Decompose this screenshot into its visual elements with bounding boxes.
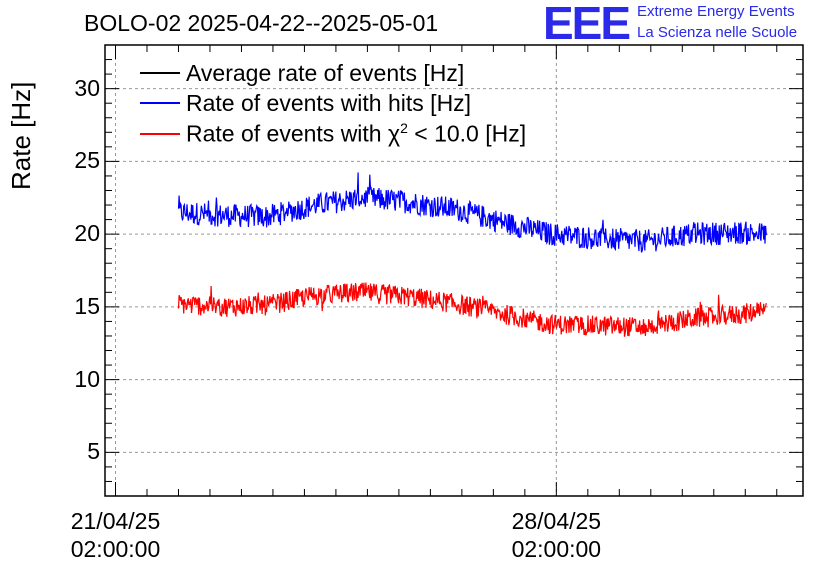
y-tick-label: 10 [74, 365, 100, 392]
legend-entry-hits: Rate of events with hits [Hz] [140, 88, 471, 118]
legend-label-average: Average rate of events [Hz] [186, 59, 465, 86]
x-tick-label: 21/04/25 02:00:00 [70, 508, 161, 562]
series-line-2 [177, 282, 767, 337]
y-tick-label: 20 [74, 220, 100, 247]
y-tick-label: 30 [74, 74, 100, 101]
logo-line-2: La Scienza nelle Scuole [637, 24, 798, 41]
eee-logo: EEE [543, 0, 631, 49]
legend-entry-chi2: Rate of events with χ2 < 10.0 [Hz] [140, 119, 526, 149]
legend-entry-average: Average rate of events [Hz] [140, 58, 464, 88]
chart-title: BOLO-02 2025-04-22--2025-05-01 [84, 10, 439, 36]
y-tick-label: 15 [74, 292, 100, 319]
logo-line-1: Extreme Energy Events [637, 3, 795, 20]
legend-swatch-black [140, 72, 180, 74]
x-tick-label: 28/04/25 02:00:00 [511, 508, 602, 562]
legend-swatch-red [140, 133, 180, 135]
y-axis-label: Rate [Hz] [6, 81, 36, 190]
series-line-1 [177, 172, 767, 253]
plot-frame [104, 44, 804, 497]
legend-swatch-blue [140, 102, 180, 104]
y-tick-label: 5 [87, 438, 100, 465]
y-tick-label: 25 [74, 147, 100, 174]
legend-label-hits: Rate of events with hits [Hz] [186, 89, 472, 116]
legend-label-chi2: Rate of events with χ2 < 10.0 [Hz] [186, 120, 527, 147]
